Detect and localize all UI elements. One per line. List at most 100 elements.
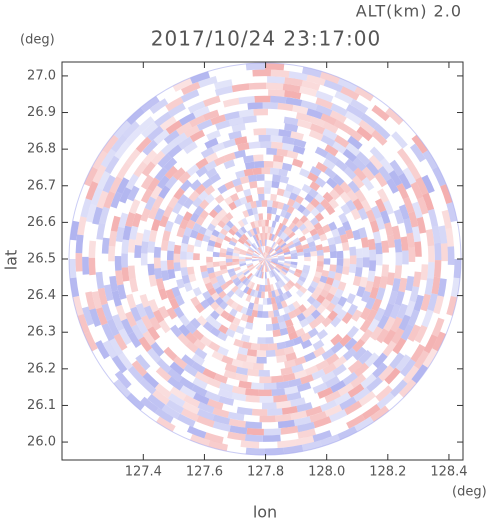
echo-cell <box>277 102 294 112</box>
echo-cell <box>259 233 263 240</box>
echo-cell <box>295 244 303 250</box>
echo-cell <box>258 134 271 142</box>
echo-cell <box>194 205 205 216</box>
echo-cell <box>325 277 335 286</box>
echo-cell <box>228 322 238 332</box>
echo-cell <box>333 119 351 133</box>
echo-cell <box>400 358 416 377</box>
echo-cell <box>356 151 371 166</box>
echo-cell <box>225 258 233 263</box>
echo-cell <box>265 259 272 260</box>
echo-cell <box>278 240 286 247</box>
echo-cell <box>213 204 223 214</box>
echo-cell <box>255 270 260 278</box>
echo-cell <box>369 286 379 300</box>
echo-cell <box>310 291 320 300</box>
echo-cell <box>194 302 205 314</box>
echo-cell <box>270 193 278 202</box>
echo-cell <box>208 440 228 452</box>
echo-cell <box>322 362 337 375</box>
echo-cell <box>275 228 281 236</box>
echo-cell <box>238 256 246 259</box>
echo-cell <box>254 262 260 268</box>
echo-cell <box>407 309 420 327</box>
echo-cell <box>247 174 257 183</box>
echo-cell <box>320 198 331 209</box>
echo-cell <box>172 132 188 147</box>
echo-cell <box>278 294 285 303</box>
echo-cell <box>306 236 315 244</box>
echo-cell <box>299 318 310 328</box>
echo-cell <box>121 267 130 282</box>
echo-cell <box>214 241 222 249</box>
echo-cell <box>148 229 158 242</box>
echo-cell <box>365 209 376 223</box>
echo-cell <box>157 175 170 190</box>
echo-cell <box>361 290 371 303</box>
echo-cell <box>299 286 308 294</box>
echo-cell <box>265 239 267 246</box>
echo-cell <box>280 269 287 276</box>
echo-cell <box>222 138 236 149</box>
echo-cell <box>402 167 417 185</box>
echo-cell <box>314 193 325 204</box>
echo-cell <box>327 237 336 246</box>
echo-cell <box>187 100 206 114</box>
echo-cell <box>265 254 271 259</box>
echo-cell <box>325 353 340 366</box>
echo-cell <box>282 83 301 93</box>
echo-cell <box>135 303 147 318</box>
echo-cell <box>141 315 153 330</box>
echo-cell <box>328 221 338 231</box>
echo-cell <box>204 160 217 172</box>
echo-cell <box>173 306 185 319</box>
echo-cell <box>267 226 272 234</box>
echo-cell <box>109 275 119 292</box>
echo-cell <box>350 98 369 114</box>
echo-cell <box>239 262 247 267</box>
echo-cell <box>313 416 332 429</box>
echo-cell <box>195 232 205 241</box>
echo-cell <box>116 162 131 180</box>
echo-cell <box>239 175 250 185</box>
echo-cell <box>185 322 197 335</box>
echo-cell <box>381 264 389 277</box>
x-tick-label: 127.8 <box>247 465 284 480</box>
echo-cell <box>322 191 334 203</box>
echo-cell <box>263 259 265 266</box>
echo-cell <box>213 373 228 384</box>
echo-cell <box>238 380 252 389</box>
echo-cell <box>68 259 77 279</box>
echo-cell <box>225 279 234 287</box>
echo-cell <box>358 350 373 365</box>
echo-cell <box>288 269 296 275</box>
echo-cell <box>388 170 403 187</box>
echo-cell <box>262 265 265 272</box>
echo-cell <box>312 339 325 351</box>
echo-cell <box>131 212 142 228</box>
echo-cell <box>125 148 141 166</box>
echo-cell <box>257 337 266 344</box>
echo-cell <box>152 195 164 210</box>
echo-cell <box>366 308 378 323</box>
echo-cell <box>196 119 213 131</box>
echo-cell <box>366 376 383 393</box>
echo-cell <box>372 276 382 289</box>
echo-cell <box>265 256 272 259</box>
echo-cell <box>383 316 396 332</box>
echo-cell <box>246 272 253 280</box>
echo-cell <box>165 176 178 190</box>
echo-cell <box>242 361 254 370</box>
echo-cell <box>82 306 94 326</box>
echo-cell <box>270 69 290 78</box>
y-tick-label: 26.1 <box>27 398 56 413</box>
echo-cell <box>75 253 83 272</box>
echo-cell <box>167 102 186 118</box>
echo-cell <box>241 341 252 350</box>
echo-cell <box>261 167 271 175</box>
echo-cell <box>274 245 281 251</box>
echo-cell <box>244 434 263 442</box>
echo-cell <box>149 316 162 331</box>
echo-cell <box>172 77 193 92</box>
echo-cell <box>241 217 249 226</box>
